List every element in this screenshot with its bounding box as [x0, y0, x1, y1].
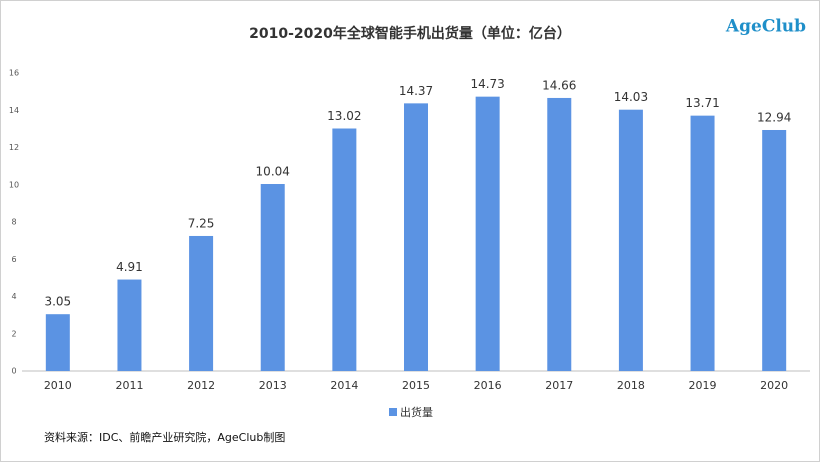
value-label: 3.05: [44, 295, 71, 309]
value-label: 14.03: [614, 90, 648, 104]
x-tick-label: 2020: [760, 379, 788, 392]
y-tick-label: 8: [11, 218, 16, 227]
bar: [189, 235, 214, 371]
bar: [475, 96, 500, 371]
value-label: 14.73: [470, 77, 504, 91]
bar: [260, 184, 285, 371]
y-tick-label: 10: [9, 180, 19, 189]
bar: [117, 279, 142, 371]
logo: AgeClub: [725, 17, 806, 37]
x-tick-label: 2016: [474, 379, 502, 392]
value-label: 7.25: [188, 216, 215, 230]
y-tick-label: 4: [11, 292, 16, 301]
x-tick-label: 2017: [545, 379, 573, 392]
value-label: 4.91: [116, 260, 143, 274]
x-tick-label: 2012: [187, 379, 215, 392]
x-tick-label: 2010: [44, 379, 72, 392]
value-label: 13.02: [327, 109, 361, 123]
value-label: 12.94: [757, 110, 791, 124]
source-note: 资料来源：IDC、前瞻产业研究院，AgeClub制图: [44, 430, 285, 444]
bar: [404, 103, 428, 371]
legend-swatch: [389, 408, 397, 416]
x-tick-label: 2019: [689, 379, 717, 392]
y-tick-label: 6: [11, 255, 16, 264]
x-tick-label: 2011: [115, 379, 143, 392]
y-tick-label: 16: [9, 69, 19, 78]
y-tick-label: 2: [11, 329, 16, 338]
value-label: 13.71: [685, 96, 719, 110]
bar: [762, 129, 787, 371]
bar: [618, 109, 643, 371]
bar: [332, 128, 357, 371]
y-tick-label: 12: [9, 143, 19, 152]
bar: [45, 314, 70, 371]
x-tick-label: 2015: [402, 379, 430, 392]
value-label: 14.66: [542, 78, 576, 92]
y-tick-label: 0: [11, 367, 16, 376]
bar: [690, 115, 715, 372]
x-tick-label: 2013: [259, 379, 287, 392]
x-tick-label: 2014: [330, 379, 358, 392]
y-tick-label: 14: [9, 106, 19, 115]
value-label: 10.04: [256, 165, 290, 179]
chart-title: 2010-2020年全球智能手机出货量（单位：亿台）: [249, 25, 571, 42]
legend-label: 出货量: [400, 405, 433, 419]
x-tick-label: 2018: [617, 379, 645, 392]
bar: [547, 97, 572, 372]
value-label: 14.37: [399, 84, 433, 98]
